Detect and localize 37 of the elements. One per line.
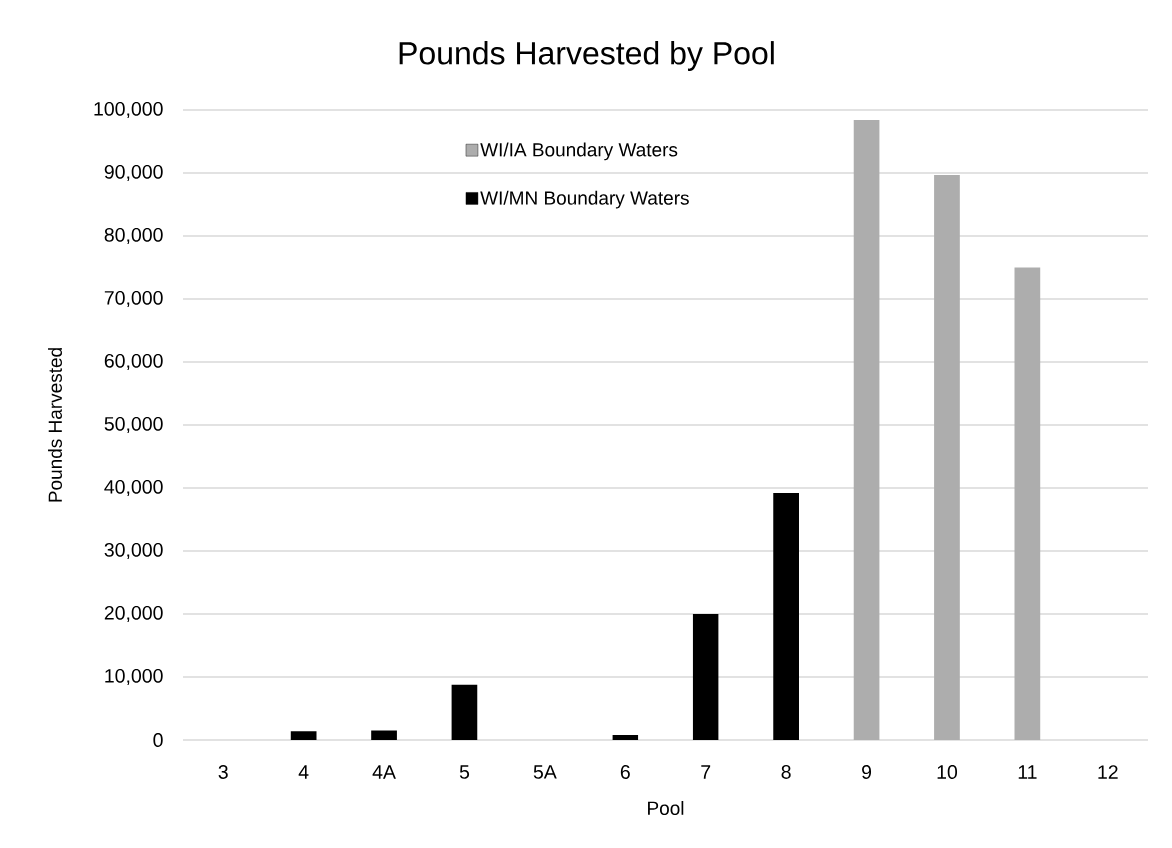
x-tick-label: 11: [1018, 765, 1037, 779]
y-tick-label: 40,000: [104, 479, 163, 497]
x-tick-label: 9: [862, 765, 872, 779]
bar: [692, 613, 719, 740]
y-tick-label: 10,000: [105, 668, 163, 686]
x-tick-label: 3: [218, 765, 228, 779]
x-tick-label: 8: [781, 765, 791, 779]
bar: [290, 731, 317, 740]
x-tick-label: 5A: [533, 765, 557, 779]
x-tick-label: 12: [1098, 765, 1118, 779]
x-tick-label: 7: [701, 765, 711, 779]
y-tick-label: 80,000: [104, 227, 163, 245]
bar: [773, 493, 799, 740]
x-tick-label: 6: [620, 765, 630, 779]
x-tick-label: 4: [298, 765, 309, 779]
bar: [612, 734, 639, 740]
x-tick-label: 10: [937, 765, 958, 779]
y-tick-label: 50,000: [104, 416, 163, 434]
x-axis-title: Pool: [648, 801, 684, 815]
y-tick-label: 30,000: [104, 542, 163, 560]
y-tick-label: 60,000: [104, 353, 163, 371]
bar: [1014, 267, 1041, 740]
y-tick-label: 20,000: [104, 605, 163, 623]
bar: [371, 730, 397, 740]
y-tick-label: 0: [153, 733, 163, 747]
y-tick-label: 70,000: [104, 290, 163, 308]
x-tick-label: 4A: [372, 765, 396, 779]
y-tick-label: 90,000: [104, 164, 163, 182]
bar: [853, 120, 880, 740]
chart-title: Pounds Harvested by Pool: [399, 41, 774, 71]
bar: [934, 174, 960, 740]
legend-label: WI/IA Boundary Waters: [480, 142, 678, 161]
y-tick-label: 100,000: [94, 101, 163, 119]
x-tick-label: 5: [459, 765, 470, 779]
legend-label: WI/MN Boundary Waters: [480, 190, 689, 209]
y-axis-title: Pounds Harvested: [48, 348, 62, 502]
bar: [451, 684, 478, 740]
